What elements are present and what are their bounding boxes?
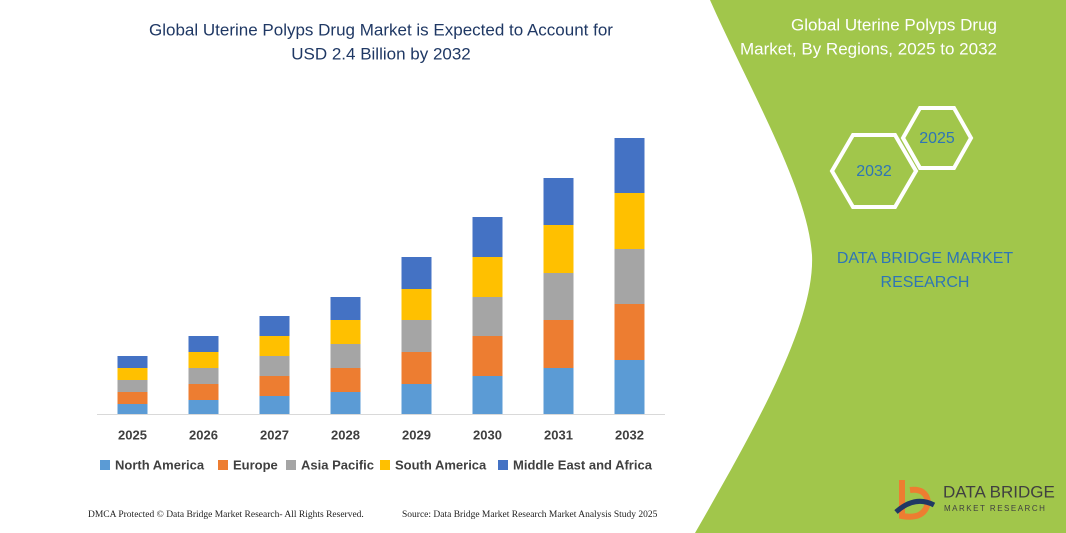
bar-segment <box>401 352 432 384</box>
bar-segment <box>188 400 219 414</box>
legend-label: Asia Pacific <box>301 457 374 472</box>
legend-swatch <box>286 460 296 470</box>
brand-text: RESEARCH <box>881 274 970 291</box>
bar-segment <box>401 257 432 289</box>
hexagon <box>900 106 974 170</box>
bar-segment <box>117 404 148 414</box>
bar-segment <box>614 249 645 304</box>
bar-segment <box>614 193 645 249</box>
hexagon <box>829 133 919 209</box>
logo: DATA BRIDGE MARKET RESEARCH <box>894 480 1055 520</box>
panel-title: Market, By Regions, 2025 to 2032 <box>740 39 997 58</box>
x-tick-label: 2032 <box>615 427 644 442</box>
legend-label: Europe <box>233 457 278 472</box>
panel-title: Global Uterine Polyps Drug <box>791 15 997 34</box>
chart-title: USD 2.4 Billion by 2032 <box>291 44 471 63</box>
x-tick-label: 2031 <box>544 427 573 442</box>
bar-segment <box>472 257 503 297</box>
bar-segment <box>188 352 219 368</box>
bar-segment <box>117 380 148 392</box>
bar-segment <box>472 217 503 257</box>
legend-label: North America <box>115 457 205 472</box>
bar-segment <box>330 344 361 368</box>
bar-segment <box>330 320 361 344</box>
bar-segment <box>188 384 219 400</box>
bar-segment <box>614 138 645 193</box>
hexagon-label: 2032 <box>856 163 892 180</box>
side-panel <box>695 0 1066 533</box>
legend-swatch <box>380 460 390 470</box>
bar-segment <box>543 368 574 414</box>
bar-segment <box>117 356 148 368</box>
chart-title: Global Uterine Polyps Drug Market is Exp… <box>149 20 613 39</box>
legend-label: South America <box>395 457 487 472</box>
bar-segment <box>259 396 290 414</box>
bar-segment <box>614 360 645 414</box>
legend-swatch <box>100 460 110 470</box>
bar-segment <box>330 392 361 414</box>
bar-segment <box>188 368 219 384</box>
x-tick-label: 2026 <box>189 427 218 442</box>
bar-segment <box>472 297 503 336</box>
logo-icon <box>894 498 936 514</box>
x-tick-label: 2029 <box>402 427 431 442</box>
x-tick-label: 2025 <box>118 427 147 442</box>
bar-segment <box>472 336 503 376</box>
hexagon-label: 2025 <box>919 130 955 147</box>
legend-swatch <box>498 460 508 470</box>
legend-swatch <box>218 460 228 470</box>
brand-text: DATA BRIDGE MARKET <box>837 250 1014 267</box>
bar-segment <box>543 273 574 320</box>
x-tick-label: 2027 <box>260 427 289 442</box>
bar-segment <box>259 316 290 336</box>
bar-segment <box>543 320 574 368</box>
footer-copyright: DMCA Protected © Data Bridge Market Rese… <box>88 509 364 520</box>
bar-segment <box>259 376 290 396</box>
bar-segment <box>259 356 290 376</box>
bar-segment <box>543 178 574 225</box>
bar-segment <box>401 320 432 352</box>
bar-segment <box>401 384 432 414</box>
bar-segment <box>614 304 645 360</box>
x-tick-label: 2030 <box>473 427 502 442</box>
bar-segment <box>188 336 219 352</box>
bar-segment <box>330 368 361 392</box>
bar-segment <box>401 289 432 320</box>
bar-segment <box>259 336 290 356</box>
legend-label: Middle East and Africa <box>513 457 653 472</box>
bar-segment <box>472 376 503 414</box>
footer-source: Source: Data Bridge Market Research Mark… <box>402 510 658 520</box>
logo-name: DATA BRIDGE <box>943 482 1055 501</box>
bar-segment <box>117 392 148 404</box>
x-tick-label: 2028 <box>331 427 360 442</box>
bar-segment <box>117 368 148 380</box>
logo-tagline: MARKET RESEARCH <box>944 504 1046 513</box>
bar-segment <box>543 225 574 273</box>
bar-segment <box>330 297 361 320</box>
